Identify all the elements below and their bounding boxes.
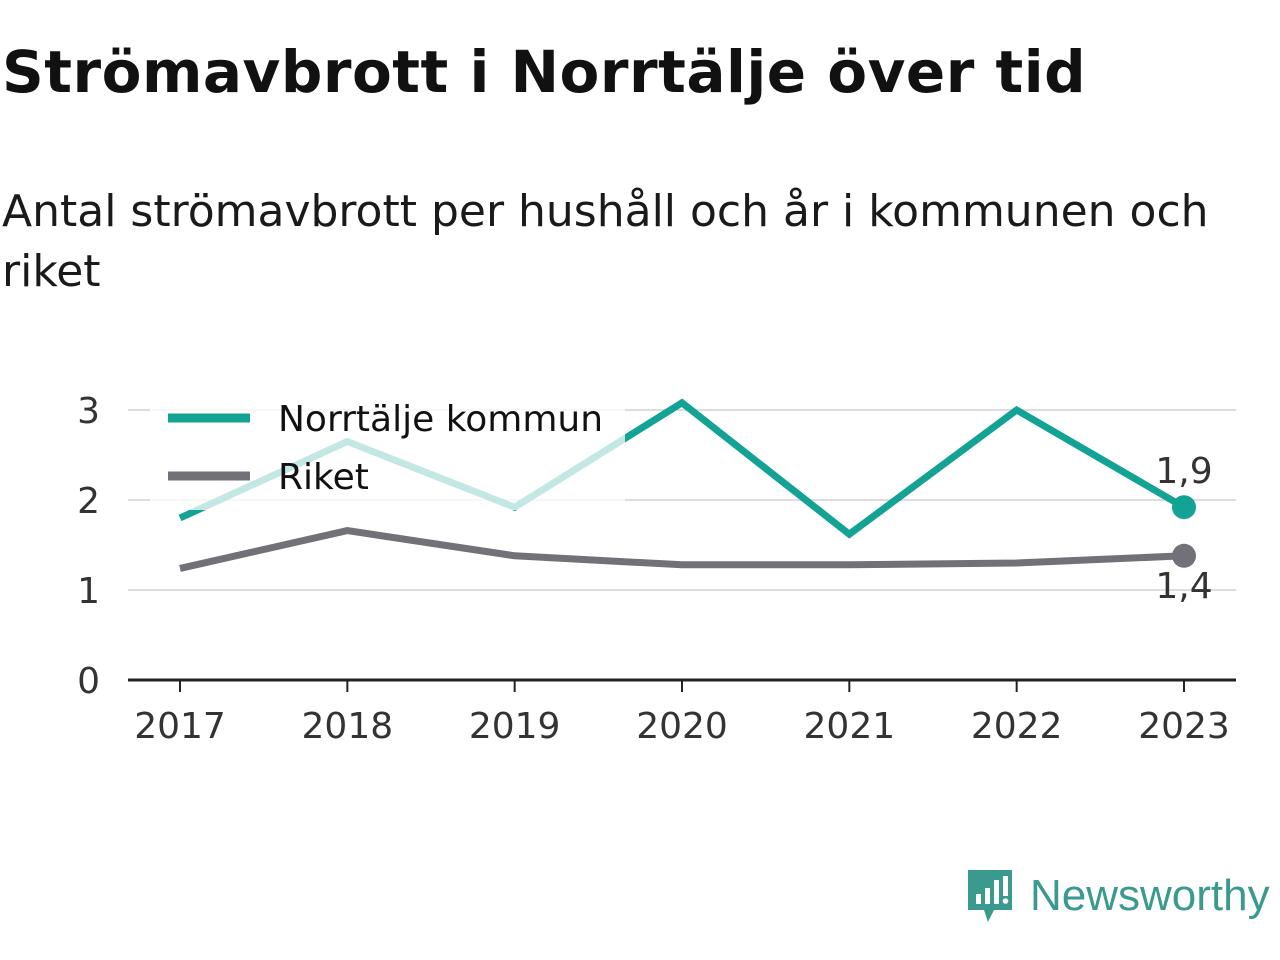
data-point	[179, 567, 181, 569]
data-point	[848, 533, 850, 535]
newsworthy-logo-icon	[968, 870, 1012, 922]
brand-name: Newsworthy	[1030, 871, 1270, 920]
y-tick-label: 3	[77, 391, 100, 432]
data-point	[179, 517, 181, 519]
x-tick-label: 2018	[302, 706, 394, 747]
legend: Norrtälje kommun Riket	[168, 399, 603, 498]
x-tick-label: 2022	[971, 706, 1063, 747]
x-tick-label: 2023	[1138, 706, 1230, 747]
data-point	[1016, 409, 1018, 411]
data-point	[848, 564, 850, 566]
x-tick-label: 2021	[804, 706, 896, 747]
brand-logo: Newsworthy	[964, 864, 1270, 928]
x-tick-label: 2019	[469, 706, 561, 747]
data-point	[514, 555, 516, 557]
line-chart: 0 1 2 3 2017 2018 2019 2020 2021 2022 2023 Norrtäl…	[77, 390, 1236, 747]
y-tick-label: 2	[77, 481, 100, 522]
series-line-1	[179, 527, 1185, 572]
end-label-1: 1,4	[1155, 566, 1212, 607]
data-point	[346, 530, 348, 532]
data-point	[681, 402, 683, 404]
y-tick-label: 0	[77, 661, 100, 702]
chart-title: Strömavbrott i Norrtälje över tid	[2, 38, 1087, 106]
y-tick-label: 1	[77, 571, 100, 612]
chart-subtitle: Antal strömavbrott per hushåll och år i …	[2, 186, 1209, 297]
data-point	[681, 564, 683, 566]
legend-label-1: Riket	[278, 457, 369, 498]
end-labels: 1,9 1,4	[1155, 451, 1212, 607]
axes: 0 1 2 3 2017 2018 2019 2020 2021 2022 2023	[77, 391, 1236, 747]
x-tick-label: 2017	[134, 706, 226, 747]
x-tick-label: 2020	[636, 706, 728, 747]
legend-background	[150, 390, 625, 510]
legend-label-0: Norrtälje kommun	[278, 399, 603, 440]
series-end-marker-1	[1172, 543, 1196, 568]
series-end-marker-0	[1172, 495, 1196, 520]
data-point	[1016, 562, 1018, 564]
end-label-0: 1,9	[1155, 451, 1212, 492]
